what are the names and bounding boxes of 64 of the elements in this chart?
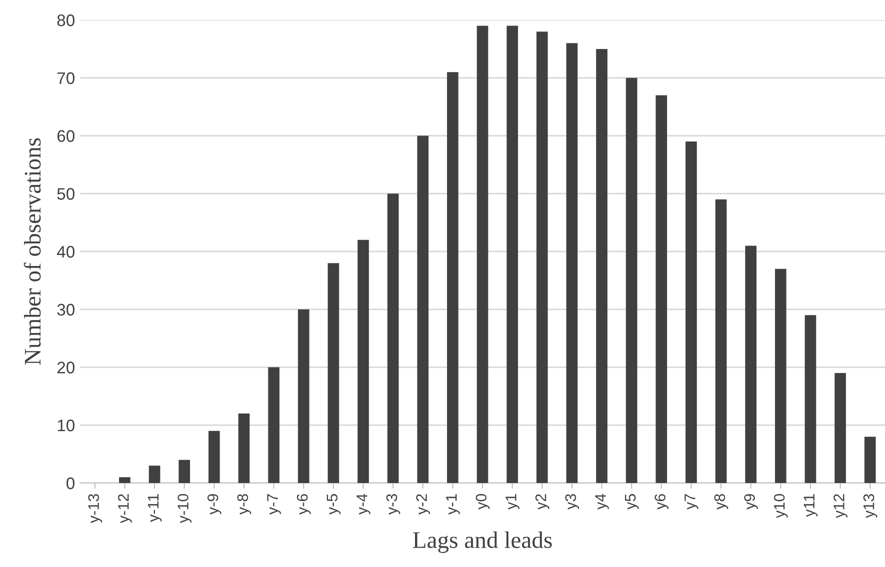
x-tick-label: y-13 [88,494,102,524]
bar [715,199,727,483]
x-tick-label: y5 [625,494,639,510]
y-tick-label: 30 [57,304,74,316]
x-tick-label: y-6 [296,494,311,515]
bar [834,373,846,483]
bar [536,32,548,483]
bar [745,246,756,483]
x-tick-label: y-8 [237,494,252,515]
x-tick-label: y7 [684,494,698,510]
x-tick-label: y-7 [267,494,281,515]
x-tick-label: y9 [744,494,758,510]
bar [238,414,250,483]
x-tick-label: y11 [804,494,818,517]
y-tick-label: 40 [56,246,74,258]
y-tick-label: 10 [58,420,74,432]
bar [119,477,130,483]
bar [506,26,518,483]
x-tick-label: y8 [714,494,728,510]
x-tick-label: y-2 [416,494,430,515]
bar [656,95,668,483]
x-tick-label: y-10 [178,494,192,524]
y-tick-label: 80 [57,14,74,26]
y-tick-label: 0 [66,477,74,490]
bar [804,315,816,483]
x-tick-label: y2 [535,494,550,510]
bar [148,466,160,483]
x-tick-label: y1 [506,494,520,510]
x-tick-label: y13 [863,494,878,518]
bar [774,268,786,483]
bar [447,72,458,483]
bar [417,136,429,483]
bar [626,78,638,483]
y-tick-label: 60 [57,130,74,142]
bar [358,240,369,483]
y-tick-label: 20 [57,362,74,374]
bar [476,26,488,483]
x-tick-label: y-12 [118,494,132,524]
bar [596,48,608,483]
x-tick-label: y-11 [148,494,162,522]
x-tick-label: y0 [476,494,490,510]
x-tick-label: y4 [595,494,609,510]
bar [268,367,280,483]
bar [686,142,697,483]
y-axis-title: Number of observations [24,138,41,365]
bar [864,436,876,483]
x-axis-title: Lags and leads [413,531,552,553]
x-tick-label: y-4 [356,494,370,515]
x-tick-label: y-3 [386,494,400,515]
bar [208,430,220,483]
x-tick-label: y6 [654,494,669,510]
bar [178,460,190,483]
y-tick-label: 70 [57,72,74,84]
bar [387,194,399,483]
bar [328,263,340,483]
x-tick-label: y10 [774,494,788,518]
x-tick-label: y12 [834,494,848,518]
x-tick-label: y-9 [207,494,222,515]
y-tick-label: 50 [57,188,74,200]
bar [298,309,310,483]
bar [566,43,578,483]
x-tick-label: y3 [565,494,580,510]
x-tick-label: y-1 [446,494,460,515]
x-tick-label: y-5 [326,494,341,515]
